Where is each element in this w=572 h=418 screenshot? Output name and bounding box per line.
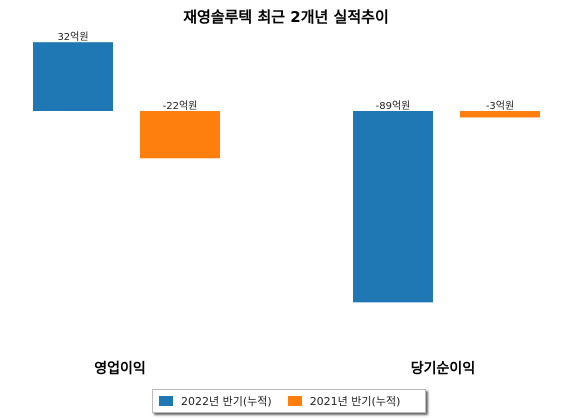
legend-swatch-2022 [159,396,173,406]
legend: 2022년 반기(누적) 2021년 반기(누적) [152,389,426,413]
legend-item-2022: 2022년 반기(누적) [159,393,272,409]
bar-series1-cat0 [140,111,220,159]
legend-swatch-2021 [287,396,302,406]
bar-series0-cat0 [33,42,113,112]
data-label-series1-cat1: -3억원 [486,100,514,112]
bar-series0-cat1 [353,111,433,303]
data-label-series0-cat0: 32억원 [57,31,88,43]
legend-label-2021: 2021년 반기(누적) [309,395,401,408]
legend-label-2022: 2022년 반기(누적) [181,395,272,408]
legend-item-2021: 2021년 반기(누적) [287,393,401,409]
data-label-series0-cat1: -89억원 [376,100,411,112]
data-label-series1-cat0: -22억원 [163,100,198,112]
chart-title: 재영솔루텍 최근 2개년 실적추이 [183,8,389,26]
category-label-net-income: 당기순이익 [410,361,476,377]
bar-series1-cat1 [460,111,540,118]
category-label-operating-profit: 영업이익 [94,361,146,377]
